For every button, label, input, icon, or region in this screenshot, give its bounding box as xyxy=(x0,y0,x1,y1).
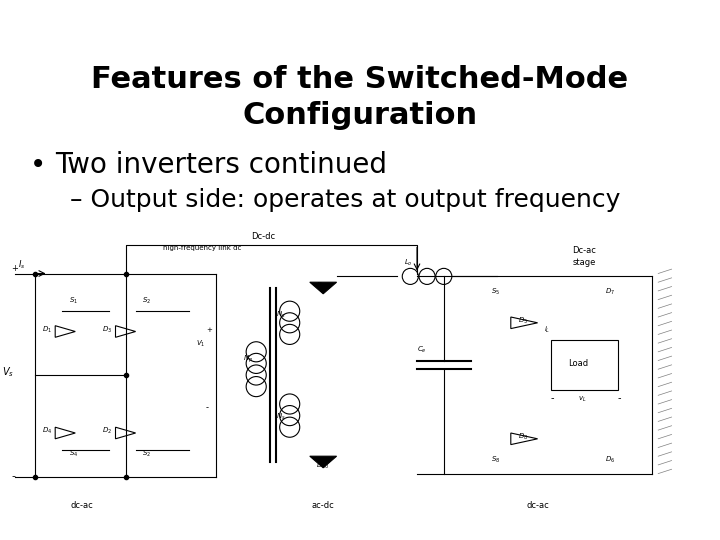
Text: Two inverters continued: Two inverters continued xyxy=(55,151,387,179)
Text: $N_s$: $N_s$ xyxy=(276,411,286,422)
Text: $D_{10}$: $D_{10}$ xyxy=(317,461,330,471)
Text: $D_9$: $D_9$ xyxy=(317,281,327,291)
Text: Load: Load xyxy=(568,359,588,368)
Text: $v_L$: $v_L$ xyxy=(577,395,586,404)
Text: ac-dc: ac-dc xyxy=(312,502,335,510)
Text: stage: stage xyxy=(573,258,596,267)
Text: -: - xyxy=(206,403,209,412)
Text: dc-ac: dc-ac xyxy=(526,502,549,510)
Bar xyxy=(15,225,700,520)
Text: Features of the Switched-Mode: Features of the Switched-Mode xyxy=(91,65,629,94)
Text: $S_5$: $S_5$ xyxy=(491,287,500,297)
Text: $V_1$: $V_1$ xyxy=(196,339,205,349)
Text: $D_7$: $D_7$ xyxy=(605,287,615,297)
Text: $i_L$: $i_L$ xyxy=(544,325,551,335)
Text: $D_4$: $D_4$ xyxy=(42,426,52,436)
Text: $V_s$: $V_s$ xyxy=(1,365,14,379)
Text: •: • xyxy=(30,151,46,179)
Text: +: + xyxy=(12,264,19,273)
Text: $I_s$: $I_s$ xyxy=(18,259,26,271)
Text: $N_s$: $N_s$ xyxy=(276,310,286,320)
Text: – Output side: operates at output frequency: – Output side: operates at output freque… xyxy=(70,188,621,212)
Bar xyxy=(551,340,618,389)
Text: -: - xyxy=(618,393,621,403)
Text: $S_8$: $S_8$ xyxy=(491,455,500,465)
Text: +: + xyxy=(206,327,212,333)
Text: $N_p$: $N_p$ xyxy=(243,353,253,365)
Text: $C_e$: $C_e$ xyxy=(417,345,427,355)
Polygon shape xyxy=(310,456,336,468)
Text: high-frequency link dc: high-frequency link dc xyxy=(163,245,242,251)
Text: Dc-ac: Dc-ac xyxy=(572,246,596,255)
Text: dc-ac: dc-ac xyxy=(71,502,94,510)
Text: $S_2$: $S_2$ xyxy=(143,295,151,306)
Text: -: - xyxy=(12,471,16,481)
Text: $D_2$: $D_2$ xyxy=(102,426,112,436)
Text: $D_3$: $D_3$ xyxy=(102,325,112,335)
Text: $D_6$: $D_6$ xyxy=(605,455,615,465)
Text: -: - xyxy=(551,393,554,403)
Polygon shape xyxy=(310,282,336,294)
Text: $D_5$: $D_5$ xyxy=(518,316,528,326)
Text: Dc-dc: Dc-dc xyxy=(251,232,275,241)
Text: $D_8$: $D_8$ xyxy=(518,432,528,442)
Text: $S_4$: $S_4$ xyxy=(68,449,78,460)
Text: $D_1$: $D_1$ xyxy=(42,325,52,335)
Text: $L_o$: $L_o$ xyxy=(404,258,413,268)
Text: $S_2$: $S_2$ xyxy=(143,449,151,460)
Text: $S_1$: $S_1$ xyxy=(68,295,78,306)
Text: Configuration: Configuration xyxy=(243,100,477,130)
